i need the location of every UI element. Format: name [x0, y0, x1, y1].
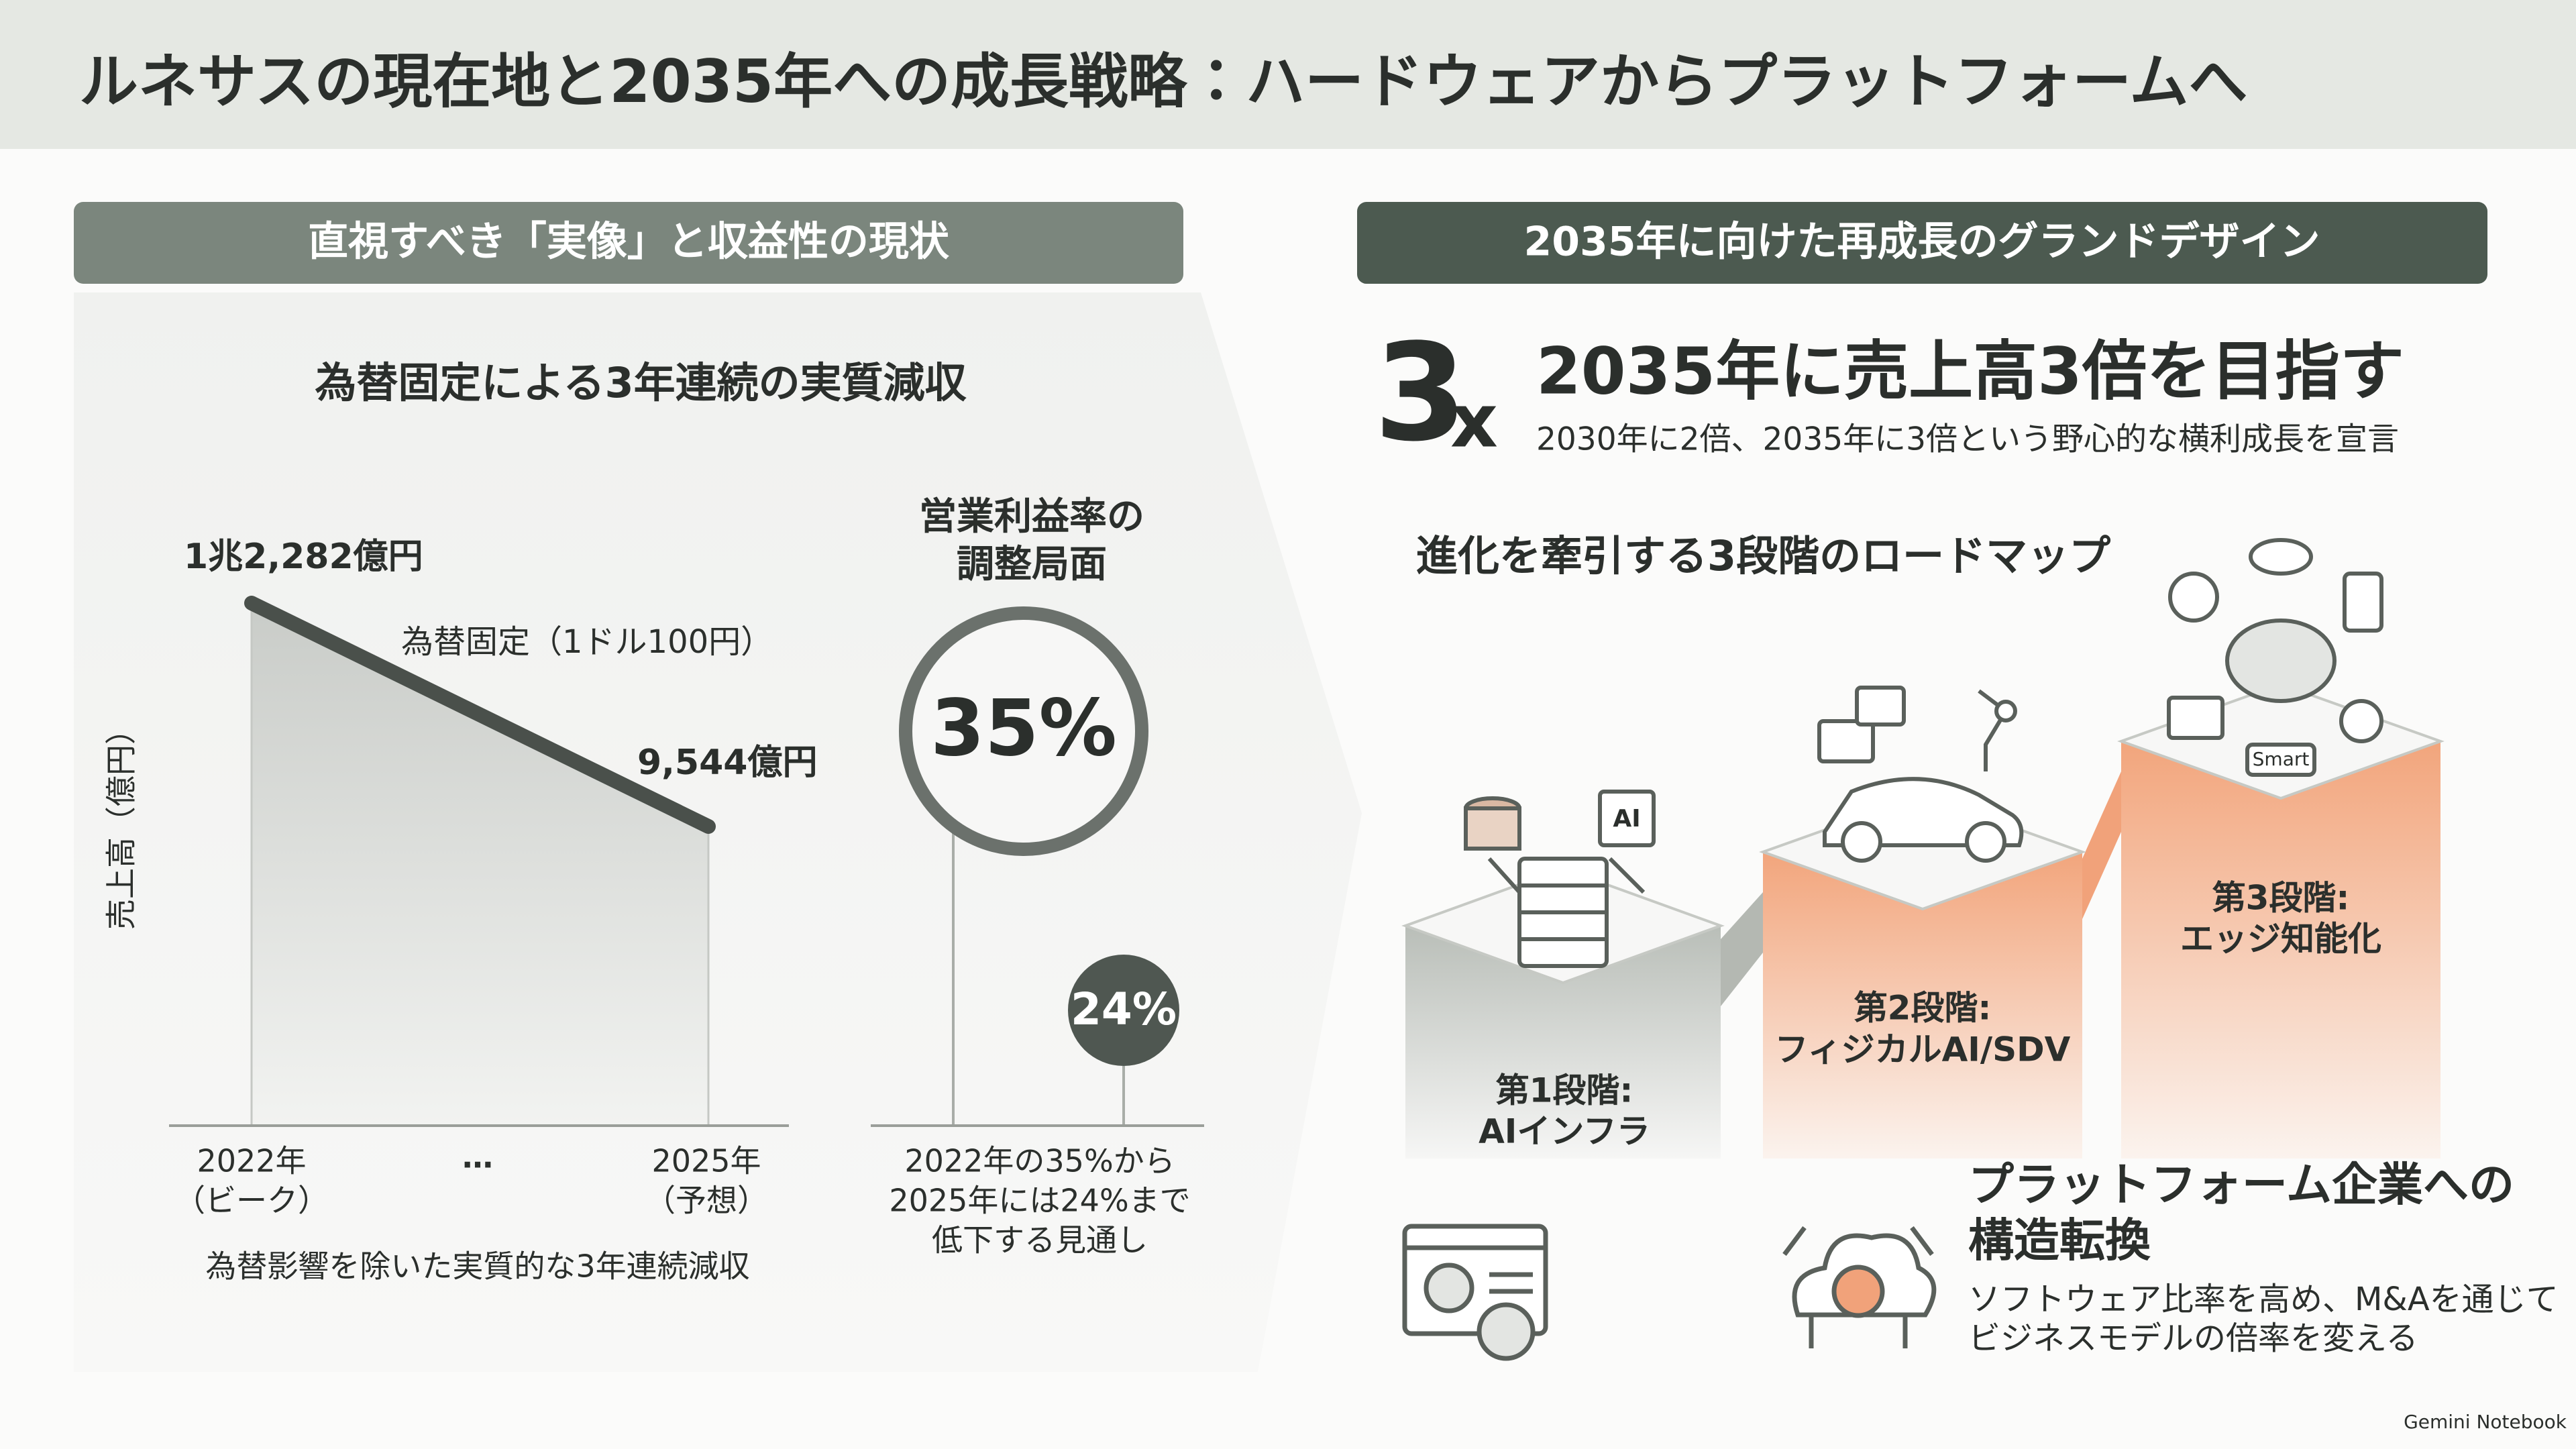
margin-start-ring — [899, 606, 1148, 856]
margin-start: 35% — [930, 684, 1117, 774]
right-heading-bg — [1357, 202, 2487, 284]
x-label: （予想） — [645, 1183, 768, 1219]
platform-body: ビジネスモデルの倍率を変える — [1968, 1320, 2418, 1357]
icon-software — [1402, 1224, 1548, 1361]
peak-label: 1兆2,282億円 — [184, 537, 423, 577]
revenue-line — [244, 596, 716, 834]
goal-title: 2035年に売上高3倍を目指す — [1536, 333, 2404, 409]
pillar — [1763, 852, 2082, 1159]
icon-edge — [2167, 538, 2383, 777]
left-heading: 直視すべき「実像」と収益性の現状 — [308, 219, 950, 266]
left-heading-bg — [74, 202, 1183, 284]
icon-server — [1464, 790, 1656, 968]
x-label: 2022年 — [197, 1143, 306, 1179]
margin-caption: 2022年の35%から — [904, 1143, 1175, 1179]
stage-step: 第3段階: — [2212, 879, 2350, 918]
icon-cloud — [1782, 1226, 1937, 1348]
pillar — [2121, 741, 2440, 1159]
platform-body: ソフトウェア比率を高め、M&Aを通じて — [1968, 1281, 2559, 1318]
margin-end: 24% — [1071, 983, 1177, 1035]
stage-step: 第2段階: — [1854, 989, 1992, 1028]
margin-end-disc — [1068, 955, 1179, 1066]
goal-subtitle: 2030年に2倍、2035年に3倍という野心的な横利成長を宣言 — [1536, 421, 2399, 458]
icon-car — [1817, 686, 2024, 863]
x-label: 2025年 — [651, 1143, 761, 1179]
platform-title: 構造転換 — [1968, 1215, 2151, 1268]
chart-caption: 為替影響を除いた実質的な3年連続減収 — [205, 1248, 749, 1285]
icon-text: Smart — [2253, 748, 2310, 770]
margin-title: 営業利益率の — [919, 495, 1144, 539]
margin-caption: 低下する見通し — [932, 1222, 1148, 1258]
platform-title: プラットフォーム企業への — [1968, 1159, 2514, 1212]
connector — [2082, 771, 2121, 919]
x-label: （ビーク） — [174, 1183, 329, 1219]
goal-suffix: x — [1450, 378, 1498, 464]
stage-name: エッジ知能化 — [2180, 920, 2381, 959]
end-label: 9,544億円 — [637, 743, 817, 783]
margin-caption: 2025年には24%まで — [889, 1183, 1190, 1219]
icon-text: AI — [1613, 805, 1640, 833]
fx-note: 為替固定（1ドル100円） — [401, 623, 773, 661]
header-band — [0, 0, 2576, 149]
brand: Gemini Notebook — [2404, 1411, 2567, 1433]
goal-big: 3 — [1374, 315, 1467, 472]
stage-step: 第1段階: — [1496, 1071, 1633, 1110]
revenue-area — [252, 603, 708, 1126]
pillar — [1405, 926, 1721, 1159]
page-title: ルネサスの現在地と2035年への成長戦略：ハードウェアからプラットフォームへ — [79, 47, 2248, 116]
stage-name: フィジカルAI/SDV — [1775, 1030, 2071, 1069]
right-heading: 2035年に向けた再成長のグランドデザイン — [1524, 219, 2320, 266]
stage-name: AIインフラ — [1479, 1112, 1650, 1151]
y-axis-label: 売上高（億円） — [103, 714, 140, 930]
chart-title: 為替固定による3年連続の実質減収 — [315, 358, 967, 407]
x-ellipsis: … — [462, 1139, 493, 1175]
connector — [1721, 892, 1763, 1006]
roadmap-title: 進化を牽引する3段階のロードマップ — [1416, 531, 2110, 580]
margin-title: 調整局面 — [957, 543, 1107, 586]
